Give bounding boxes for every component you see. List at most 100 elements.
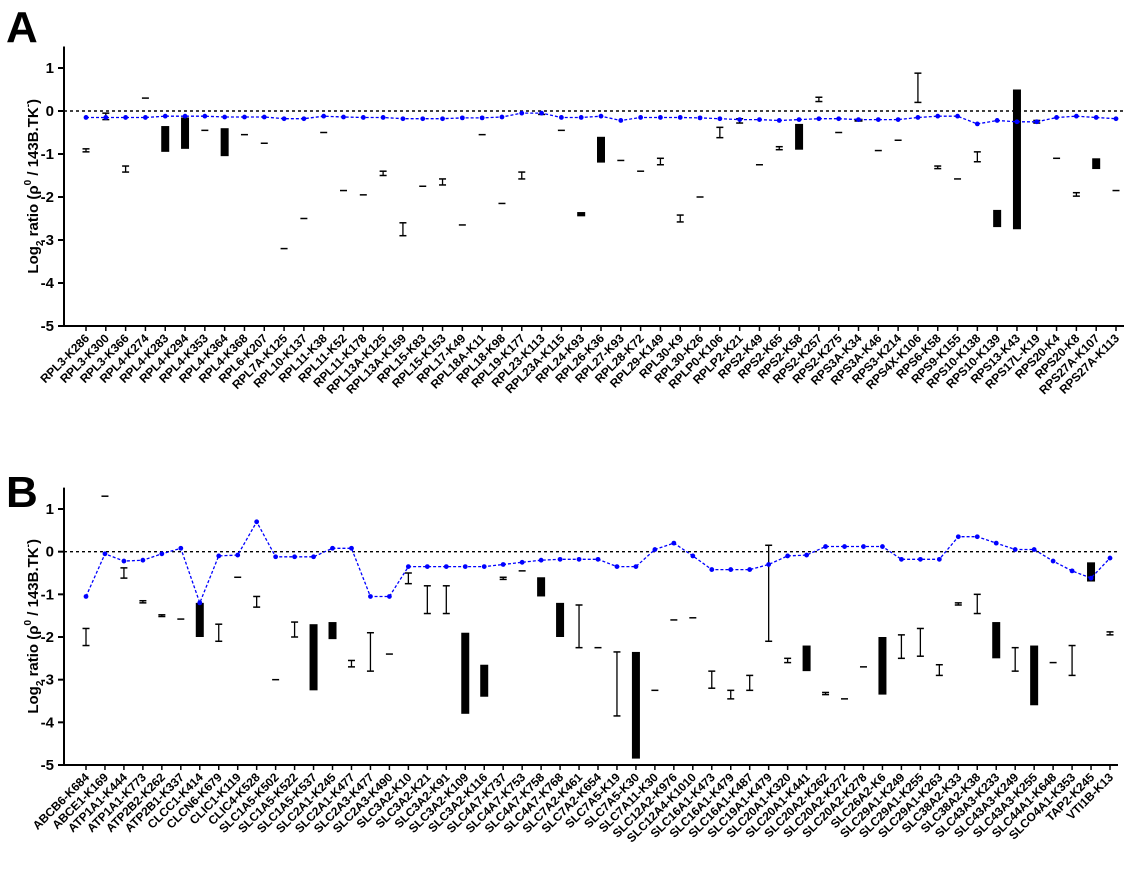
series-point [955,113,960,119]
range-bar [597,136,605,163]
y-tick-label: -2 [41,189,54,206]
series-point [459,115,465,121]
series-point [321,113,327,119]
series-point [917,556,923,562]
series-point [242,114,247,120]
series-point [816,116,822,122]
series-point [936,556,942,562]
y-axis-label-part: 2 [35,680,46,686]
series-point [776,118,782,123]
range-bar [309,624,318,691]
series-point [349,545,354,551]
y-tick-label: -1 [41,146,54,163]
series-point [658,115,663,120]
series-point [796,117,802,122]
series-point [420,116,426,122]
series-point [618,118,624,123]
range-bar [802,645,811,672]
series-point [823,544,828,549]
y-axis-label-part: / 143B.TK [25,547,42,620]
series-point [737,117,743,122]
series-point [539,110,544,116]
series-point [614,564,620,569]
y-axis-label-part: ) [25,539,42,544]
series-point [197,600,203,606]
range-bar [993,209,1002,228]
panel-letter-b: B [6,468,38,517]
series-point [261,114,267,120]
series-point [202,113,208,119]
series-point [728,567,734,572]
y-axis-label-part: / 143B.TK [25,107,42,180]
series-point [405,564,411,569]
series-point [1031,547,1037,552]
series-point [380,115,386,120]
range-bar [992,622,1001,659]
series-point [757,117,762,122]
series-point [994,118,1000,123]
series-point [558,115,564,120]
series-point [400,116,406,122]
series-point [462,564,468,569]
series-point [1107,555,1113,561]
series-point [1014,119,1020,125]
y-axis-label: Log2 ratio (ρ0 / 143B.TK-) [23,539,46,714]
series-point [519,110,525,116]
series-point [935,113,941,119]
series-point [103,115,109,120]
series-line [85,520,1111,605]
series-point [747,567,753,572]
y-tick-label: -1 [41,586,54,603]
series-point [880,544,885,549]
series-point [1050,558,1056,564]
y-axis-label-part: ) [25,99,42,104]
series-point [440,116,445,122]
series-point [424,564,430,569]
series-point [159,551,165,557]
series-point [519,559,525,565]
series-point [360,115,366,120]
series-point [83,115,89,120]
y-tick-label: 0 [46,103,54,120]
series-point [178,545,184,551]
series-point [538,557,544,563]
y-axis-label-part: Log [25,246,42,274]
series-point [690,553,696,559]
series-point [341,114,346,120]
range-bar [1087,562,1096,582]
series-point [677,115,683,120]
series-point [842,544,847,549]
series-point [281,116,287,122]
series-point [254,519,260,525]
range-bar [556,602,565,637]
series-point [856,117,861,122]
y-tick-label: -3 [41,672,54,689]
range-bar [1012,89,1021,230]
series-point [836,116,842,122]
y-tick-label: -4 [41,275,55,292]
y-axis-label-part: ratio (ρ [25,185,42,240]
series-point [273,554,279,560]
series-point [785,553,791,559]
range-bar [161,126,170,152]
series-point [143,115,148,120]
series-point [974,534,980,540]
range-bar [878,637,887,695]
series-point [368,594,373,599]
range-bar [537,577,546,597]
series-point [162,113,168,119]
y-axis-label: Log2 ratio (ρ0 / 143B.TK-) [23,99,46,274]
series-point [633,564,639,569]
range-bar [631,651,640,759]
y-axis-label-part: 0 [23,179,34,185]
series-point [140,557,146,563]
series-point [1073,113,1079,119]
range-bar [577,212,586,217]
series-point [182,113,188,119]
range-bar [480,664,489,697]
y-tick-label: -5 [41,318,54,335]
series-point [899,556,904,562]
series-point [1069,568,1075,574]
